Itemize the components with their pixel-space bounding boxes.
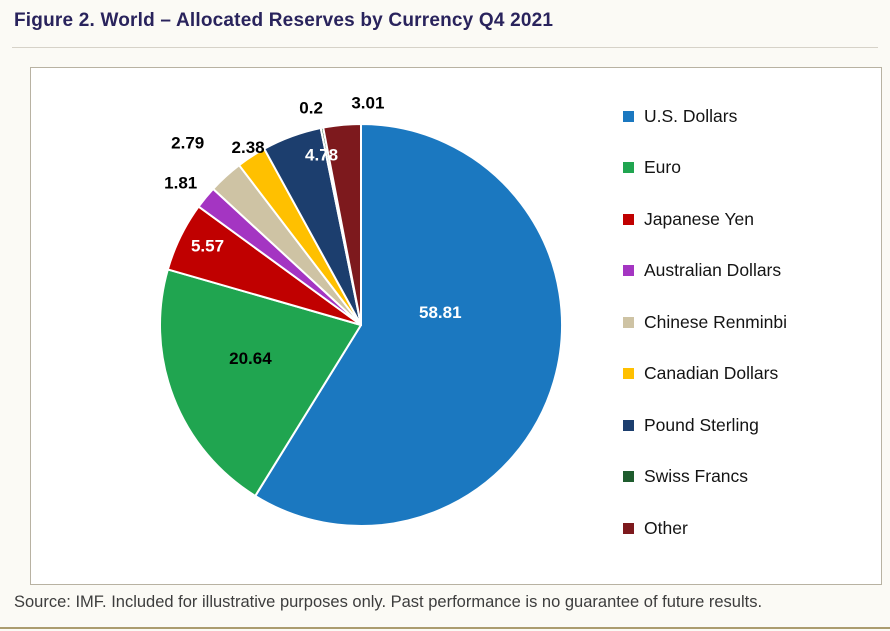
legend-swatch (623, 316, 634, 328)
pie-slice (322, 122, 362, 326)
chart-panel: 58.81 20.64 5.57 1.81 2.79 2.38 4.78 0.2 3.01 U.… (30, 67, 882, 585)
legend-label: Japanese Yen (644, 208, 754, 229)
legend-label: Australian Dollars (644, 260, 782, 280)
legend-label: Euro (644, 157, 681, 177)
pie-slice-label: 4.78 (305, 146, 338, 165)
bottom-divider (0, 627, 890, 629)
pie-slice-label: 58.81 (419, 303, 462, 322)
legend-swatch (623, 162, 634, 173)
pie-slice (158, 268, 362, 497)
figure-title: Figure 2. World – Allocated Reserves by … (14, 10, 554, 31)
source-note: Source: IMF. Included for illustrative p… (14, 593, 763, 611)
legend-item: Australian Dollars (623, 260, 787, 282)
legend-swatch (623, 419, 634, 431)
legend-swatch (623, 368, 634, 379)
legend-swatch (623, 265, 634, 276)
legend-item: Canadian Dollars (623, 363, 787, 385)
pie-chart: 58.81 20.64 5.57 1.81 2.79 2.38 4.78 0.2 3.01 (158, 93, 563, 527)
legend-label: Swiss Francs (644, 466, 749, 486)
legend-item: Japanese Yen (623, 208, 787, 230)
legend-label: Canadian Dollars (644, 363, 779, 383)
legend-item: Euro (623, 157, 787, 179)
legend-swatch (623, 110, 634, 122)
legend-swatch (623, 522, 634, 534)
legend-label: Other (644, 517, 688, 538)
pie-slice-label: 2.38 (232, 138, 265, 157)
chart-legend: U.S. Dollars Euro Japanese Yen Australian D… (623, 105, 787, 539)
legend-item: Pound Sterling (623, 414, 787, 436)
legend-item: Other (623, 517, 787, 539)
legend-swatch (623, 471, 634, 482)
pie-slice-label: 20.64 (229, 349, 272, 368)
pie-slice-label: 0.2 (299, 99, 323, 118)
legend-item: U.S. Dollars (623, 105, 787, 127)
pie-slice (254, 123, 563, 527)
pie-slice-label: 2.79 (171, 133, 204, 152)
pie-slice-label: 1.81 (164, 174, 197, 193)
pie-slice-label: 3.01 (351, 93, 384, 112)
legend-label: Chinese Renminbi (644, 311, 787, 332)
legend-label: U.S. Dollars (644, 105, 738, 126)
legend-swatch (623, 213, 634, 225)
legend-item: Swiss Francs (623, 466, 787, 488)
legend-label: Pound Sterling (644, 414, 759, 435)
legend-item: Chinese Renminbi (623, 311, 787, 333)
pie-slice-label: 5.57 (191, 236, 224, 255)
title-divider (12, 47, 878, 48)
